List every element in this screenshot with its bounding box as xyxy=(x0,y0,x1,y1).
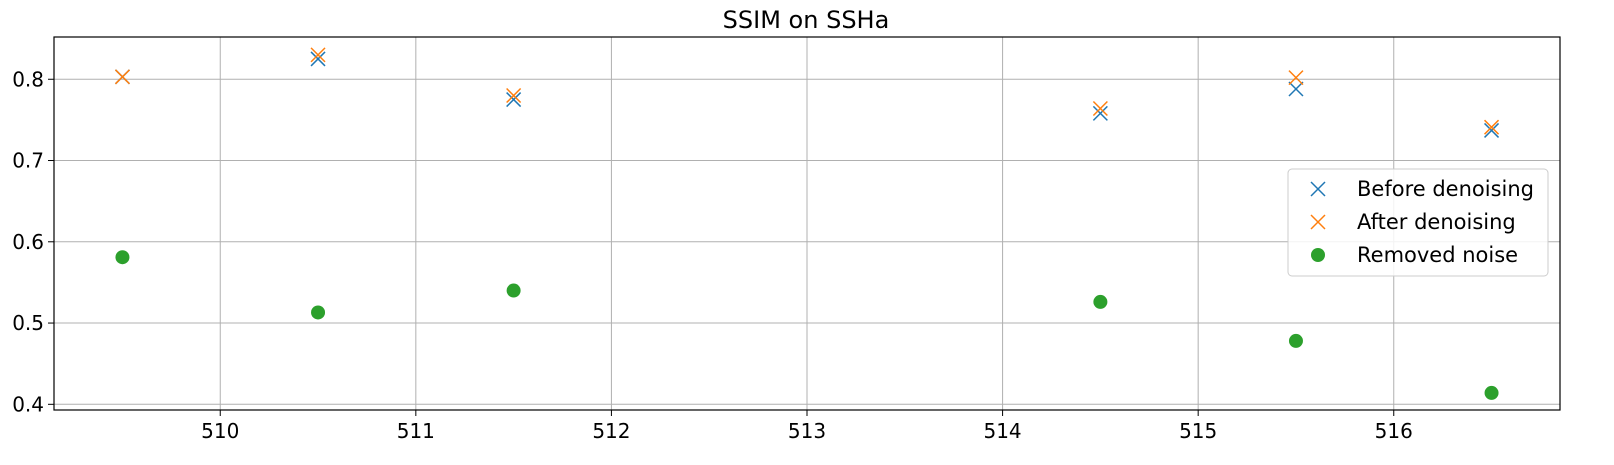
point-removed-noise xyxy=(506,283,521,298)
chart-title: SSIM on SSHa xyxy=(723,6,890,34)
point-removed-noise xyxy=(1288,333,1303,348)
point-before-denoising xyxy=(1288,81,1304,97)
y-tick-label: 0.6 xyxy=(12,230,44,254)
legend-label: Removed noise xyxy=(1357,243,1518,267)
legend-box xyxy=(1287,168,1549,277)
x-tick-label: 516 xyxy=(1375,419,1413,443)
legend-marker-removed-noise xyxy=(1311,248,1325,262)
x-tick-label: 513 xyxy=(788,419,826,443)
x-tick-label: 512 xyxy=(592,419,630,443)
point-before-denoising xyxy=(1092,105,1108,121)
x-tick-label: 514 xyxy=(983,419,1021,443)
point-after-denoising xyxy=(506,87,522,104)
point-after-denoising xyxy=(1288,70,1304,86)
point-removed-noise xyxy=(115,250,130,265)
x-tick-label: 510 xyxy=(201,419,239,443)
legend: Before denoising After denoising Removed n… xyxy=(1287,168,1549,277)
y-tick-label: 0.7 xyxy=(12,149,44,173)
point-after-denoising xyxy=(114,69,130,85)
axis-ticks: 510 511 512 513 514 515 516 0.4 0.5 0.6 0.7 0.8 xyxy=(12,67,1413,443)
point-after-denoising xyxy=(310,47,326,63)
point-before-denoising xyxy=(310,51,326,67)
point-removed-noise xyxy=(1093,294,1108,309)
point-before-denoising xyxy=(506,92,522,108)
legend-marker-after-denoising xyxy=(1310,214,1326,230)
plot-frame xyxy=(53,36,1561,411)
point-removed-noise xyxy=(311,305,326,320)
point-before-denoising xyxy=(1484,122,1500,138)
legend-label: After denoising xyxy=(1357,210,1516,234)
data-marks xyxy=(114,47,1500,400)
legend-marker-before-denoising xyxy=(1310,181,1326,197)
point-after-denoising xyxy=(1092,100,1108,117)
y-tick-label: 0.8 xyxy=(12,67,44,91)
point-after-denoising xyxy=(1484,119,1500,135)
point-removed-noise xyxy=(1484,385,1499,400)
y-tick-label: 0.5 xyxy=(12,311,44,335)
legend-label: Before denoising xyxy=(1357,177,1534,201)
y-tick-label: 0.4 xyxy=(12,392,44,416)
x-tick-label: 515 xyxy=(1179,419,1217,443)
x-tick-label: 511 xyxy=(397,419,435,443)
